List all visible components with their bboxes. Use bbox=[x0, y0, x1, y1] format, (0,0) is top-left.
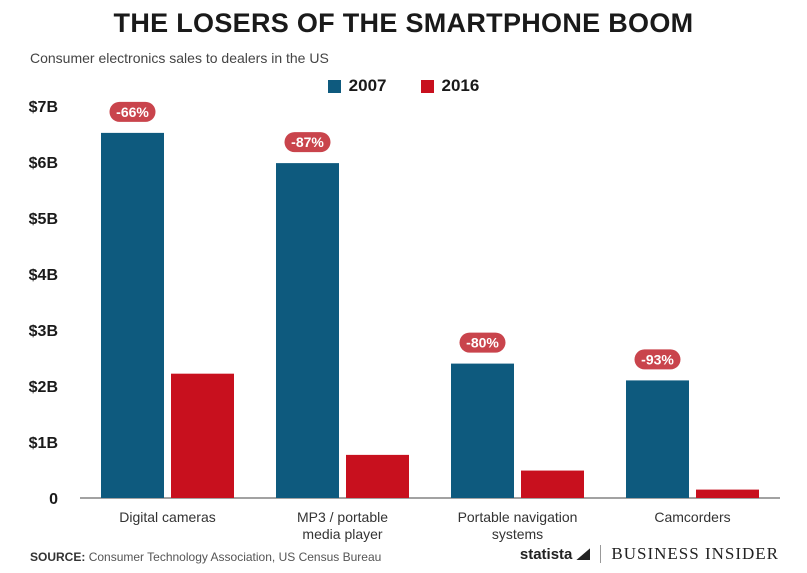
bar-2016-0 bbox=[171, 373, 234, 498]
source-note: SOURCE: Consumer Technology Association,… bbox=[30, 550, 381, 564]
y-tick-label: $3B bbox=[29, 323, 58, 340]
brand-logos: statista BUSINESS INSIDER bbox=[520, 544, 779, 564]
bar-2007-3 bbox=[626, 380, 689, 498]
statista-wordmark: statista bbox=[519, 545, 573, 563]
bar-2007-1 bbox=[276, 163, 339, 498]
change-badge-3 bbox=[634, 349, 681, 370]
chart-title: THE LOSERS OF THE SMARTPHONE BOOM bbox=[113, 8, 694, 38]
change-badge-label-2: -80% bbox=[466, 335, 499, 351]
bar-2016-1 bbox=[346, 454, 409, 498]
y-tick-label: $7B bbox=[29, 99, 58, 116]
y-tick-label: $4B bbox=[29, 267, 58, 284]
source-label: SOURCE: bbox=[30, 550, 86, 564]
bar-2007-2 bbox=[451, 363, 514, 498]
change-badge-2 bbox=[459, 332, 506, 353]
change-badge-label-3: -93% bbox=[641, 351, 674, 367]
bar-2007-0 bbox=[101, 132, 164, 498]
chart-subtitle: Consumer electronics sales to dealers in… bbox=[30, 50, 329, 66]
change-badge-label-0: -66% bbox=[116, 104, 149, 120]
legend-label-2016: 2016 bbox=[441, 76, 480, 95]
statista-logo: statista bbox=[520, 546, 591, 563]
business-insider-logo: BUSINESS INSIDER bbox=[611, 544, 779, 563]
y-tick-label: $2B bbox=[29, 379, 58, 396]
bar-2016-3 bbox=[696, 489, 759, 498]
category-label: MP3 / portable bbox=[297, 509, 388, 525]
y-tick-label: $1B bbox=[29, 435, 58, 452]
change-badge-1 bbox=[284, 132, 331, 153]
category-label: Portable navigation bbox=[458, 509, 578, 525]
y-tick-label: 0 bbox=[49, 491, 58, 508]
source-text: Consumer Technology Association, US Cens… bbox=[88, 550, 382, 564]
category-label: media player bbox=[302, 526, 382, 542]
legend-item-2007: 2007 bbox=[327, 76, 387, 96]
category-label: systems bbox=[492, 526, 543, 542]
y-tick-label: $5B bbox=[29, 211, 58, 228]
bar-2016-2 bbox=[521, 470, 584, 498]
legend-swatch-2007 bbox=[327, 79, 341, 93]
legend-swatch-2016 bbox=[420, 79, 434, 93]
legend-item-2016: 2016 bbox=[420, 76, 480, 96]
legend-label-2007: 2007 bbox=[348, 76, 387, 95]
y-tick-label: $6B bbox=[29, 155, 58, 172]
change-badge-0 bbox=[109, 101, 156, 122]
statista-mark-icon bbox=[576, 548, 591, 560]
brand-separator bbox=[600, 545, 602, 563]
legend: 2007 2016 bbox=[0, 76, 807, 96]
category-label: Camcorders bbox=[654, 509, 730, 525]
change-badge-label-1: -87% bbox=[291, 134, 324, 150]
category-label: Digital cameras bbox=[119, 509, 215, 525]
